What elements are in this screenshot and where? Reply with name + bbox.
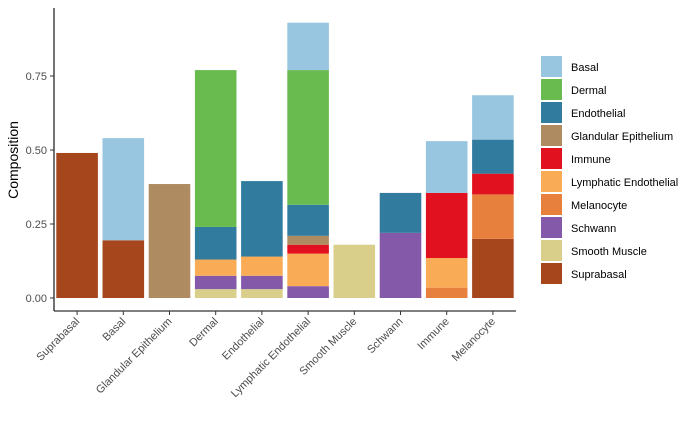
legend-key-schwann xyxy=(541,217,562,238)
bar-segment-melanocyte-immune xyxy=(472,173,514,195)
bar-segment-lymphatic-endothelial-immune xyxy=(287,244,329,254)
bar-segment-basal-suprabasal xyxy=(102,240,145,298)
bar-segment-lymphatic-endothelial-glandular-epithelium xyxy=(287,235,329,245)
legend-key-glandular-epithelium xyxy=(541,125,562,146)
bar-segment-schwann-endothelial xyxy=(379,192,422,233)
bar-segment-dermal-dermal xyxy=(194,70,237,227)
legend: Basal Dermal Endothelial Glandular Epitheli… xyxy=(541,56,678,284)
bar-segment-endothelial-smooth-muscle xyxy=(241,289,283,298)
x-tick-label: Endothelial xyxy=(220,316,267,363)
bar-segment-dermal-schwann xyxy=(194,275,237,290)
bar-segment-lymphatic-endothelial-lymphatic-endothelial xyxy=(287,253,329,287)
legend-key-suprabasal xyxy=(541,263,562,284)
legend-label: Melanocyte xyxy=(571,200,627,212)
legend-label: Immune xyxy=(571,154,611,166)
bar-segment-immune-immune xyxy=(425,192,468,259)
bar-segment-lymphatic-endothelial-basal xyxy=(287,22,329,71)
bar-segment-dermal-lymphatic-endothelial xyxy=(194,259,237,276)
bar-segment-suprabasal-suprabasal xyxy=(56,152,98,298)
legend-label: Lymphatic Endothelial xyxy=(571,177,678,189)
legend-label: Suprabasal xyxy=(571,269,627,281)
legend-key-dermal xyxy=(541,79,562,100)
bar-segment-melanocyte-suprabasal xyxy=(472,238,514,298)
bar-segment-glandular-epithelium-glandular-epithelium xyxy=(148,184,191,298)
bar-segment-melanocyte-melanocyte xyxy=(472,194,514,239)
y-tick-label: 0.00 xyxy=(26,293,47,305)
x-tick-label: Lymphatic Endothelial xyxy=(229,316,313,400)
bar-segment-schwann-schwann xyxy=(379,232,422,298)
axes-layer xyxy=(53,8,516,312)
legend-label: Dermal xyxy=(571,85,606,97)
y-ticks: 0.00 0.25 0.50 0.75 xyxy=(26,71,54,305)
x-tick-label: Dermal xyxy=(187,316,221,350)
bar-segment-immune-lymphatic-endothelial xyxy=(425,258,468,288)
bar-segment-lymphatic-endothelial-schwann xyxy=(287,286,329,298)
legend-label: Glandular Epithelium xyxy=(571,131,673,143)
legend-label: Schwann xyxy=(571,223,616,235)
x-tick-label: Schwann xyxy=(365,316,405,356)
bar-segment-dermal-smooth-muscle xyxy=(194,289,237,298)
y-tick-label: 0.75 xyxy=(26,71,47,83)
legend-key-lymphatic-endothelial xyxy=(541,171,562,192)
legend-key-melanocyte xyxy=(541,194,562,215)
legend-key-basal xyxy=(541,56,562,77)
legend-key-smooth-muscle xyxy=(541,240,562,261)
bars-layer xyxy=(56,22,514,298)
x-tick-label: Immune xyxy=(415,316,452,353)
bar-segment-immune-basal xyxy=(425,141,468,193)
x-tick-label: Melanocyte xyxy=(450,316,498,364)
bar-segment-basal-basal xyxy=(102,138,145,241)
bar-segment-smooth-muscle-smooth-muscle xyxy=(333,244,376,298)
x-tick-label: Basal xyxy=(100,316,128,344)
legend-label: Basal xyxy=(571,62,599,74)
bar-segment-endothelial-schwann xyxy=(241,275,283,290)
bar-segment-dermal-endothelial xyxy=(194,226,237,260)
legend-label: Endothelial xyxy=(571,108,625,120)
legend-key-immune xyxy=(541,148,562,169)
legend-label: Smooth Muscle xyxy=(571,246,647,258)
bar-segment-melanocyte-basal xyxy=(472,95,514,140)
y-tick-label: 0.50 xyxy=(26,145,47,157)
bar-segment-lymphatic-endothelial-dermal xyxy=(287,70,329,205)
bar-segment-melanocyte-endothelial xyxy=(472,139,514,174)
legend-key-endothelial xyxy=(541,102,562,123)
x-tick-label: Glandular Epithelium xyxy=(94,316,175,397)
y-tick-label: 0.25 xyxy=(26,219,47,231)
bar-segment-immune-melanocyte xyxy=(425,287,468,298)
y-axis-title: Composition xyxy=(5,121,21,199)
x-tick-label: Suprabasal xyxy=(34,316,82,364)
bar-segment-lymphatic-endothelial-endothelial xyxy=(287,204,329,236)
bar-segment-endothelial-endothelial xyxy=(241,181,283,257)
bar-segment-endothelial-lymphatic-endothelial xyxy=(241,256,283,276)
